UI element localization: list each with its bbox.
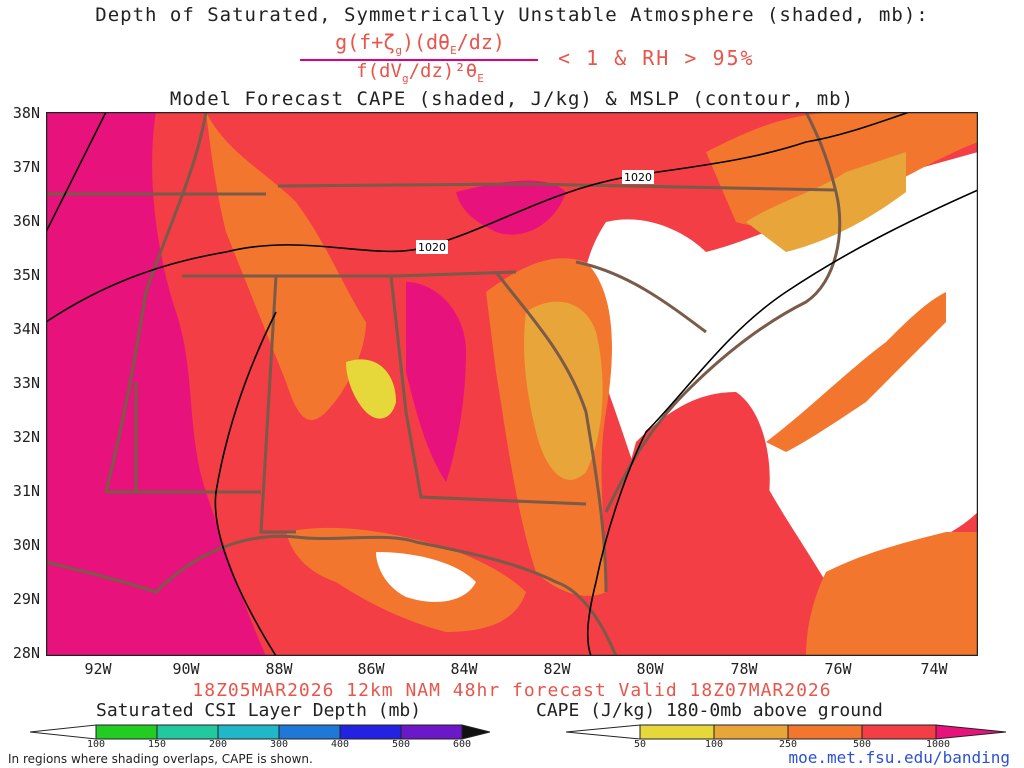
csi-tick-300: 300: [269, 739, 289, 750]
title-line1: Depth of Saturated, Symmetrically Unstab…: [95, 4, 929, 26]
isobar-1020-b: [586, 189, 978, 656]
cape-bin-below: [566, 724, 641, 740]
cape-1000-central: [406, 282, 466, 482]
formula-denominator: f(dVg/dz)²θE: [300, 60, 540, 85]
cape-bin-500: [861, 724, 937, 740]
isobar-label-bg-1: [622, 170, 654, 184]
lat-label-29n: 29N: [12, 590, 40, 608]
csi-bin-400: [339, 724, 402, 740]
lat-label-31n: 31N: [12, 482, 40, 500]
lat-label-36n: 36N: [12, 212, 40, 230]
cape-bin-250: [787, 724, 863, 740]
cape-250-se: [806, 532, 978, 656]
csi-colorbar: [30, 724, 490, 740]
lat-label-30n: 30N: [12, 536, 40, 554]
cape-250-ne: [706, 112, 978, 226]
cape-legend-title: CAPE (J/kg) 180-0mb above ground: [536, 700, 883, 721]
formula-numerator: g(f+ζg)(dθE/dz): [300, 30, 540, 57]
cape-band-ocean: [766, 292, 946, 452]
map-frame: [46, 112, 978, 656]
cape-tick-1000: 1000: [925, 739, 951, 750]
denominator-part1: f(dV: [356, 60, 402, 82]
overlap-note: In regions where shading overlaps, CAPE …: [8, 752, 313, 766]
cape-100-georgia: [524, 301, 603, 480]
isobar-1020-a: [46, 112, 912, 323]
lon-label-76w: 76W: [824, 660, 852, 678]
title-line3: Model Forecast CAPE (shaded, J/kg) & MSL…: [169, 88, 855, 110]
lat-label-35n: 35N: [12, 266, 40, 284]
no-cape-gulf: [376, 552, 476, 602]
isobar-west: [46, 112, 107, 233]
cape-tick-500: 500: [852, 739, 872, 750]
csi-tick-100: 100: [86, 739, 106, 750]
lat-label-38n: 38N: [12, 104, 40, 122]
lat-label-37n: 37N: [12, 158, 40, 176]
csi-tick-150: 150: [147, 739, 167, 750]
lon-label-92w: 92W: [84, 660, 112, 678]
cape-bin-100: [713, 724, 789, 740]
csi-bin-300: [278, 724, 341, 740]
lon-label-78w: 78W: [730, 660, 758, 678]
formula-condition: < 1 & RH > 95%: [558, 46, 755, 70]
valid-time-line: 18Z05MAR2026 12km NAM 48hr forecast Vali…: [192, 680, 832, 701]
cape-500-offshore: [606, 392, 770, 656]
csi-tick-500: 500: [391, 739, 411, 750]
csi-bin-500: [400, 724, 463, 740]
cape-1000-north: [456, 180, 566, 235]
numerator-part1: g(f+ζ: [335, 30, 396, 54]
lon-label-88w: 88W: [265, 660, 293, 678]
csi-bin-150: [156, 724, 219, 740]
gulf-coastline: [46, 534, 618, 656]
isobar-inland: [214, 311, 277, 656]
csi-tick-600: 600: [452, 739, 472, 750]
cape-bin-50: [639, 724, 715, 740]
lon-label-74w: 74W: [920, 660, 948, 678]
denominator-sub: g: [401, 71, 409, 85]
state-boundaries: [46, 112, 837, 593]
isobar-label-2: 1020: [418, 241, 446, 254]
cape-1000-west: [46, 112, 266, 656]
cape-colorbar: [566, 724, 1006, 740]
numerator-sub: g: [395, 44, 402, 57]
isobar-label-bg-2: [416, 240, 448, 254]
csi-bin-above: [461, 724, 490, 740]
lon-label-86w: 86W: [357, 660, 385, 678]
cape-tick-250: 250: [778, 739, 798, 750]
lon-label-80w: 80W: [636, 660, 664, 678]
lat-label-32n: 32N: [12, 428, 40, 446]
lon-label-84w: 84W: [450, 660, 478, 678]
atlantic-coastline: [604, 112, 842, 513]
csi-tick-200: 200: [208, 739, 228, 750]
cape-250-inland: [206, 112, 366, 421]
numerator-part2: )(dθ: [401, 30, 451, 54]
lat-label-28n: 28N: [12, 644, 40, 662]
isobar-label-1: 1020: [624, 171, 652, 184]
lon-label-90w: 90W: [172, 660, 200, 678]
denominator-part2: /dz)²θ: [408, 60, 478, 82]
lat-label-33n: 33N: [12, 374, 40, 392]
cape-100-nc: [746, 152, 906, 252]
cape-tick-50: 50: [633, 739, 647, 750]
denominator-sub2: E: [477, 71, 484, 85]
numerator-sub2: E: [450, 44, 457, 57]
lon-label-82w: 82W: [543, 660, 571, 678]
credit-link[interactable]: moe.met.fsu.edu/banding: [788, 748, 1010, 767]
forecast-map: 1020 1020: [46, 112, 978, 656]
cape-bin-1000: [935, 724, 1006, 740]
cape-50-alabama: [346, 359, 396, 419]
csi-tick-400: 400: [330, 739, 350, 750]
csi-bin-200: [217, 724, 280, 740]
csi-legend-title: Saturated CSI Layer Depth (mb): [96, 700, 422, 721]
csi-bin-below: [30, 724, 97, 740]
cape-tick-100: 100: [704, 739, 724, 750]
csi-bin-100: [95, 724, 158, 740]
lat-label-34n: 34N: [12, 320, 40, 338]
fraction-bar: [300, 59, 538, 61]
numerator-part3: /dz): [456, 30, 505, 54]
